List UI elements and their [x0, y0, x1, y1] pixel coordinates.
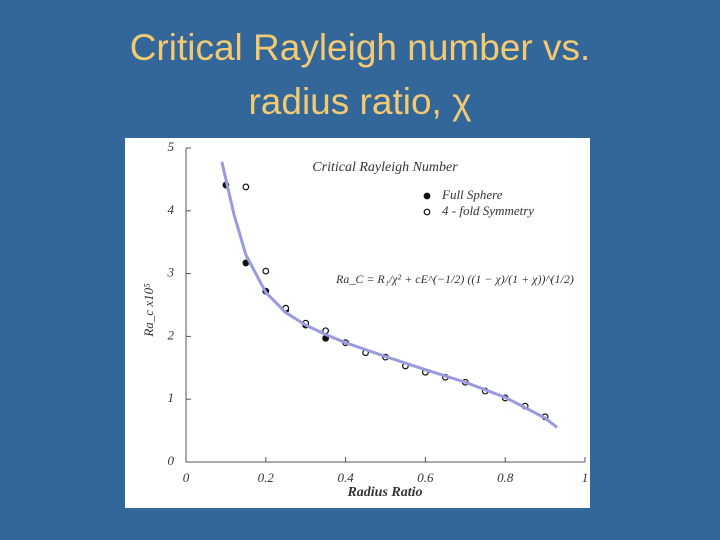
- y-tick-label: 1: [168, 390, 175, 405]
- legend-label: 4 - fold Symmetry: [442, 203, 534, 218]
- y-tick-label: 3: [167, 265, 175, 280]
- x-tick-label: 0.2: [258, 470, 275, 485]
- fit-line: [220, 161, 558, 429]
- legend-marker: [423, 208, 431, 216]
- y-tick-label: 4: [168, 202, 175, 217]
- x-tick-label: 0.6: [417, 470, 434, 485]
- data-point: [262, 267, 270, 275]
- y-axis-label: Ra_c x10⁵: [141, 283, 156, 338]
- legend-label: Full Sphere: [441, 187, 503, 202]
- legend-marker: [423, 192, 431, 200]
- slide-title: Critical Rayleigh number vs.: [130, 27, 591, 68]
- slide-title: radius ratio, χ: [248, 81, 471, 122]
- y-tick-label: 2: [168, 327, 175, 342]
- x-tick-label: 0.4: [337, 470, 354, 485]
- chart-panel: [125, 138, 590, 508]
- data-point: [242, 183, 250, 191]
- x-axis-label: Radius Ratio: [346, 485, 422, 500]
- x-tick-label: 0: [183, 470, 190, 485]
- y-tick-label: 5: [168, 139, 175, 154]
- formula: Ra_C = R₁/χ² + cE^(−1/2) ((1 − χ)/(1 + χ…: [335, 272, 574, 286]
- x-tick-label: 0.8: [497, 470, 514, 485]
- x-tick-label: 1: [582, 470, 589, 485]
- y-tick-label: 0: [168, 453, 175, 468]
- chart-title: Critical Rayleigh Number: [312, 160, 458, 175]
